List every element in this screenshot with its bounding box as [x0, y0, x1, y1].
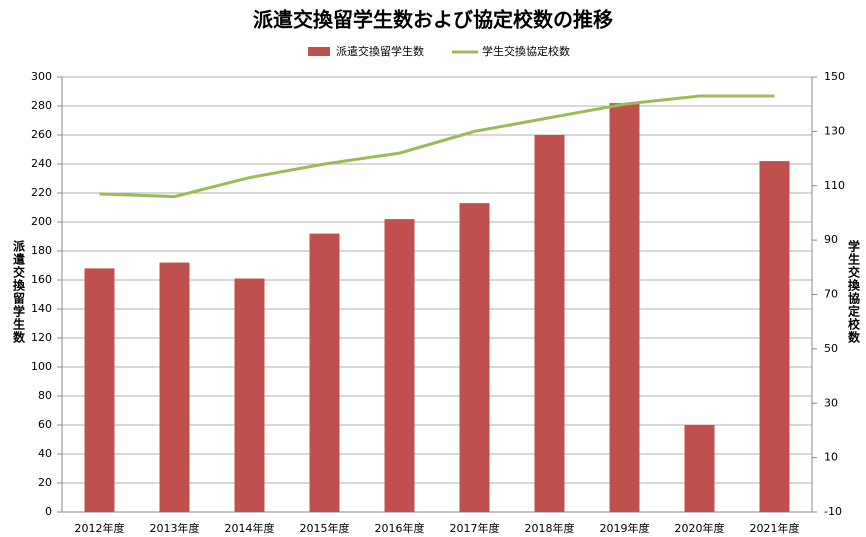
y2-tick-label: -10: [824, 505, 842, 518]
bar: [759, 161, 790, 512]
x-tick-label: 2020年度: [675, 521, 725, 535]
y-tick-label: 40: [38, 447, 52, 460]
chart-title: 派遣交換留学生数および協定校数の推移: [253, 8, 613, 32]
x-tick-label: 2014年度: [225, 521, 275, 535]
bar: [84, 268, 115, 512]
x-tick-label: 2017年度: [450, 521, 500, 535]
legend-label: 派遣交換留学生数: [336, 44, 424, 58]
legend-label: 学生交換協定校数: [482, 44, 570, 58]
legend-swatch: [308, 47, 330, 56]
x-tick-label: 2013年度: [150, 521, 200, 535]
x-tick-label: 2018年度: [525, 521, 575, 535]
x-tick-label: 2019年度: [600, 521, 650, 535]
y-tick-label: 220: [31, 186, 52, 199]
bar: [384, 219, 415, 512]
y-tick-label: 240: [31, 157, 52, 170]
y2-tick-label: 70: [824, 288, 838, 301]
y-tick-label: 100: [31, 360, 52, 373]
y2-tick-label: 10: [824, 451, 838, 464]
bar: [609, 103, 640, 512]
y2-tick-label: 130: [824, 124, 845, 137]
bar: [684, 425, 715, 512]
y-tick-label: 160: [31, 273, 52, 286]
y-tick-label: 260: [31, 128, 52, 141]
y-tick-label: 0: [45, 505, 52, 518]
y2-axis-title: 学生交換協定校数: [847, 239, 861, 344]
x-tick-label: 2012年度: [75, 521, 125, 535]
line: [99, 94, 775, 199]
bar: [234, 278, 265, 512]
y-tick-label: 300: [31, 70, 52, 83]
x-tick-label: 2015年度: [300, 521, 350, 535]
y-axis-title: 派遣交換留学生数: [12, 240, 26, 344]
y-tick-label: 80: [38, 389, 52, 402]
bar: [534, 135, 565, 512]
x-tick-label: 2021年度: [750, 521, 800, 535]
y-tick-label: 280: [31, 99, 52, 112]
y2-tick-label: 50: [824, 342, 838, 355]
y-tick-label: 20: [38, 476, 52, 489]
y-tick-label: 120: [31, 331, 52, 344]
y2-tick-label: 30: [824, 396, 838, 409]
x-tick-label: 2016年度: [375, 521, 425, 535]
y-tick-label: 200: [31, 215, 52, 228]
y2-tick-label: 150: [824, 70, 845, 83]
y-tick-label: 60: [38, 418, 52, 431]
y-tick-label: 180: [31, 244, 52, 257]
bar: [309, 233, 340, 512]
y2-tick-label: 90: [824, 233, 838, 246]
bar: [459, 203, 490, 512]
y-tick-label: 140: [31, 302, 52, 315]
bar: [159, 262, 190, 512]
y2-tick-label: 110: [824, 179, 845, 192]
